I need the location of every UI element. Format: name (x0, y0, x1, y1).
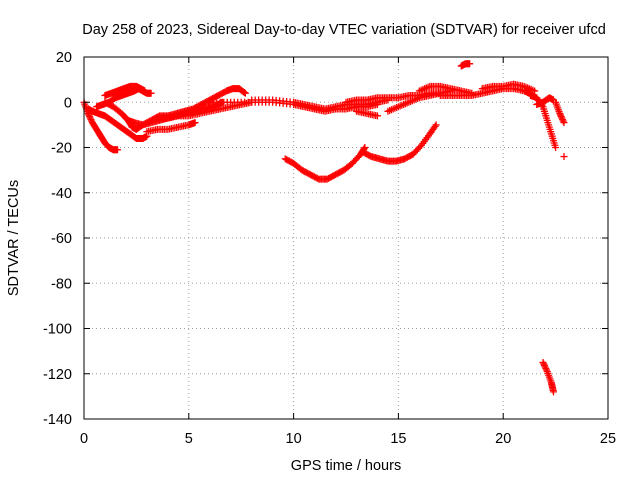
y-tick-label: 0 (64, 95, 72, 111)
x-tick-label: 25 (600, 431, 616, 447)
data-point (432, 121, 440, 129)
data-point (550, 388, 558, 396)
data-point (540, 360, 548, 368)
series-arc-u (533, 94, 558, 109)
data-point (558, 114, 566, 122)
series-arc-d (101, 82, 149, 99)
data-point (543, 366, 551, 374)
data-marks (80, 60, 568, 396)
series-arc-e (101, 85, 249, 133)
series-arc-w (560, 153, 568, 161)
grid-lines (84, 57, 608, 419)
data-point (141, 87, 149, 95)
x-tick-labels: 0 5 10 15 20 25 (80, 431, 616, 447)
y-tick-label: -80 (51, 276, 72, 292)
y-tick-label: -60 (51, 231, 72, 247)
data-point (559, 116, 567, 124)
data-point (466, 60, 474, 68)
data-point (361, 144, 369, 151)
x-tick-label: 5 (185, 431, 193, 447)
series-arc-k (342, 87, 455, 106)
series-arc-m (281, 144, 369, 183)
data-point (557, 113, 565, 121)
data-point (556, 111, 564, 119)
series-arc-s (478, 80, 539, 95)
y-tick-label: 20 (56, 50, 72, 66)
x-axis-label: GPS time / hours (291, 458, 401, 474)
series-arc-h (143, 119, 199, 136)
y-tick-label: -40 (51, 186, 72, 202)
y-tick-label: -140 (43, 412, 72, 428)
data-point (240, 88, 248, 96)
data-point (541, 363, 549, 371)
data-point (86, 113, 94, 121)
y-tick-label: -100 (43, 322, 72, 338)
x-tick-label: 10 (286, 431, 302, 447)
axis-ticks (83, 56, 609, 420)
data-point (191, 119, 199, 127)
series-arc-b (84, 105, 151, 142)
series-arc-v (552, 98, 568, 127)
data-point (556, 110, 564, 118)
series-arc-x (539, 358, 558, 396)
data-point (552, 144, 560, 151)
data-point (540, 361, 548, 369)
data-point (147, 89, 155, 97)
data-point (560, 119, 568, 127)
series-arc-l (352, 107, 381, 120)
x-tick-label: 15 (390, 431, 406, 447)
series-arc-o (384, 89, 444, 115)
data-point (531, 87, 539, 95)
data-point (373, 112, 381, 120)
data-point (87, 116, 95, 124)
series-arc-t (526, 91, 560, 151)
data-point (114, 146, 122, 154)
series-arc-n (359, 121, 440, 165)
y-axis-label: SDTVAR / TECUs (6, 180, 22, 296)
y-tick-label: -20 (51, 141, 72, 157)
data-point (86, 114, 94, 122)
data-point (241, 89, 249, 97)
y-tick-label: -120 (43, 367, 72, 383)
series-arc-r (457, 60, 474, 70)
x-tick-label: 0 (80, 431, 88, 447)
data-point (542, 364, 550, 372)
data-point (560, 153, 568, 161)
y-tick-labels: 20 0 -20 -40 -60 -80 -100 -120 -140 (43, 50, 72, 428)
data-point (539, 358, 547, 366)
x-tick-label: 20 (495, 431, 511, 447)
chart-title: Day 258 of 2023, Sidereal Day-to-day VTE… (82, 22, 606, 38)
data-point (431, 122, 439, 130)
data-point (559, 117, 567, 125)
